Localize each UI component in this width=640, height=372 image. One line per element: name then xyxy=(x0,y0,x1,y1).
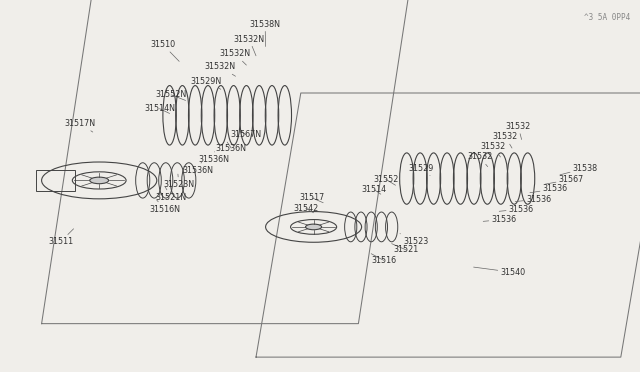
Text: 31538N: 31538N xyxy=(250,20,280,46)
Text: 31567N: 31567N xyxy=(230,130,262,139)
Text: 31529N: 31529N xyxy=(191,77,222,89)
Text: 31552N: 31552N xyxy=(156,90,187,100)
Text: 31536: 31536 xyxy=(483,215,516,224)
Text: 31532N: 31532N xyxy=(205,62,236,76)
Text: 31523N: 31523N xyxy=(163,174,195,189)
Text: 31510: 31510 xyxy=(150,40,179,61)
Text: 31532N: 31532N xyxy=(234,35,265,56)
Text: 31514: 31514 xyxy=(362,185,387,194)
Text: 31536N: 31536N xyxy=(182,162,213,175)
Ellipse shape xyxy=(90,177,109,184)
Text: 31532N: 31532N xyxy=(220,49,251,65)
Text: 31532: 31532 xyxy=(467,153,492,167)
Text: 31538: 31538 xyxy=(560,164,598,175)
Text: 31542: 31542 xyxy=(293,204,318,213)
Text: 31536: 31536 xyxy=(530,185,568,193)
Text: 31511: 31511 xyxy=(48,229,74,246)
Text: 31567: 31567 xyxy=(545,175,584,184)
Text: 31514N: 31514N xyxy=(144,104,175,113)
Text: 31516N: 31516N xyxy=(149,200,180,214)
Text: 31532: 31532 xyxy=(506,122,531,140)
Text: 31517: 31517 xyxy=(300,193,324,203)
Text: 31536N: 31536N xyxy=(216,142,246,153)
Ellipse shape xyxy=(305,224,322,230)
Text: 31552: 31552 xyxy=(373,175,399,185)
Text: 31536: 31536 xyxy=(515,195,551,203)
Text: 31521: 31521 xyxy=(392,244,419,254)
Text: 31529: 31529 xyxy=(408,164,434,176)
Text: 31523: 31523 xyxy=(400,234,428,246)
Text: 31521N: 31521N xyxy=(156,187,187,202)
Text: 31532: 31532 xyxy=(493,132,518,148)
Text: 31540: 31540 xyxy=(474,267,525,277)
Text: 31517N: 31517N xyxy=(64,119,95,132)
Text: 31536: 31536 xyxy=(499,205,534,214)
Text: 31536N: 31536N xyxy=(198,152,229,164)
Text: ^3 5A 0PP4: ^3 5A 0PP4 xyxy=(584,13,630,22)
Text: 31516: 31516 xyxy=(371,254,396,265)
Text: 31532: 31532 xyxy=(480,142,505,157)
